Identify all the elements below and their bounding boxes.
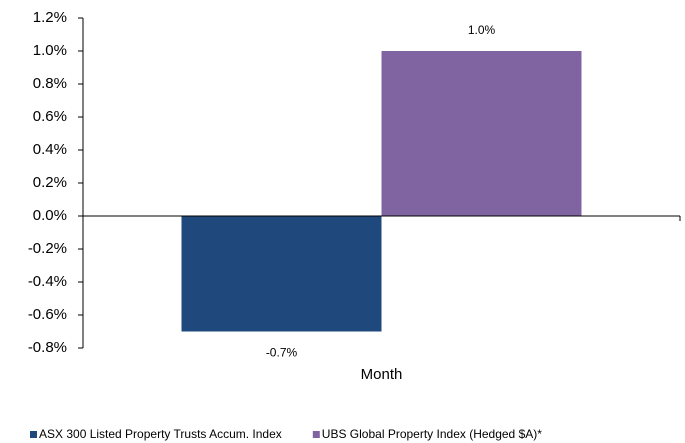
y-tick-label: 0.2%: [33, 174, 67, 191]
bar: [381, 51, 582, 216]
legend-swatch: [30, 431, 37, 438]
legend-label: ASX 300 Listed Property Trusts Accum. In…: [39, 427, 282, 441]
data-label: -0.7%: [266, 346, 298, 360]
bar: [181, 216, 382, 332]
y-tick-label: -0.4%: [28, 273, 67, 290]
legend-label: UBS Global Property Index (Hedged $A)*: [322, 427, 542, 441]
y-tick-label: -0.6%: [28, 306, 67, 323]
legend-swatch: [312, 431, 320, 438]
y-tick-label: 1.0%: [33, 42, 67, 59]
y-tick-label: 0.4%: [33, 141, 67, 158]
y-tick-label: -0.2%: [28, 240, 67, 257]
data-label: 1.0%: [468, 23, 496, 37]
x-tick-label: Month: [361, 366, 403, 383]
y-tick-label: -0.8%: [28, 339, 67, 356]
y-tick-label: 1.2%: [33, 9, 67, 26]
y-tick-label: 0.0%: [33, 207, 67, 224]
y-tick-label: 0.8%: [33, 75, 67, 92]
y-tick-label: 0.6%: [33, 108, 67, 125]
